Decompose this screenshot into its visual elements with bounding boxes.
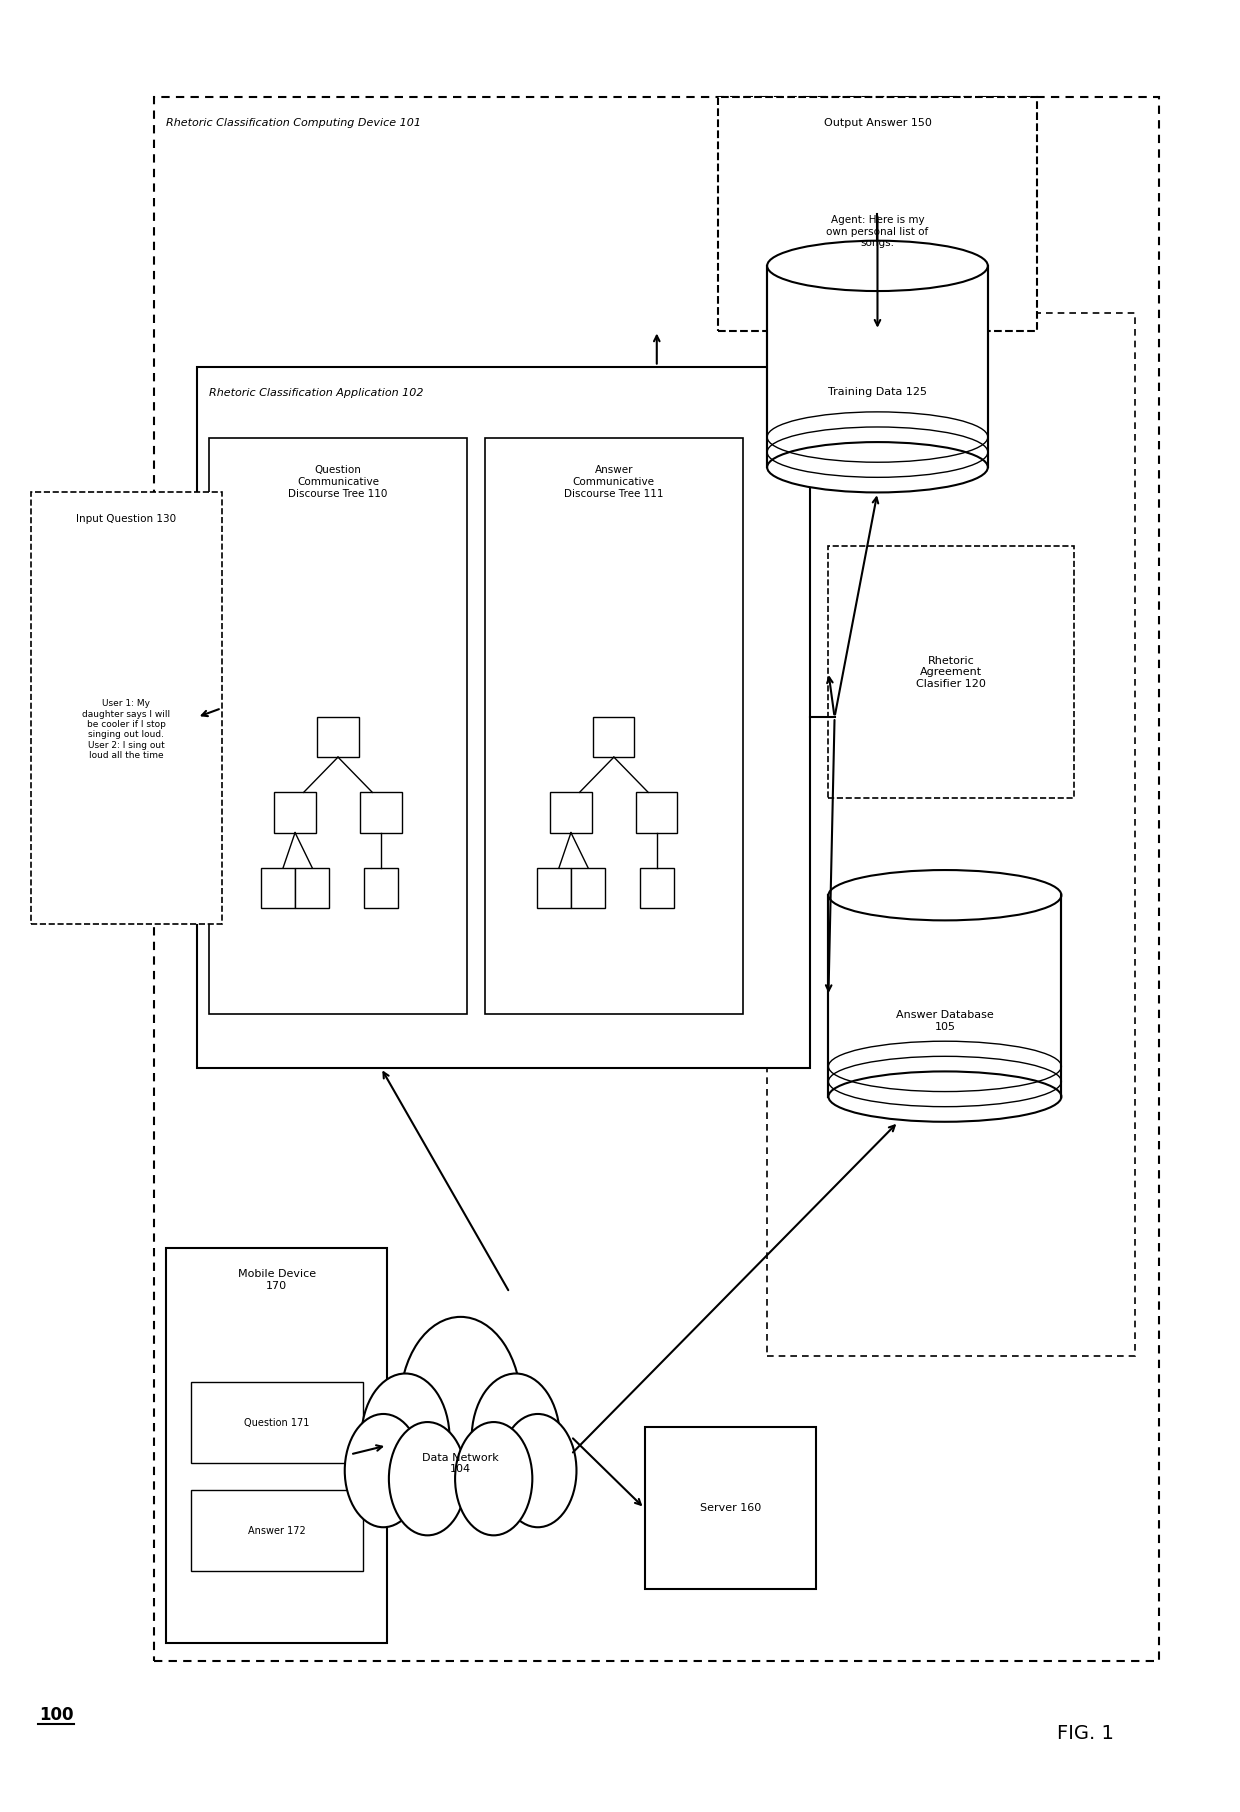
Circle shape	[471, 1373, 560, 1502]
Text: Rhetoric
Agreement
Clasifier 120: Rhetoric Agreement Clasifier 120	[916, 656, 986, 689]
FancyBboxPatch shape	[485, 439, 743, 1015]
Circle shape	[401, 1317, 521, 1495]
Text: FIG. 1: FIG. 1	[1058, 1723, 1115, 1743]
Bar	[317, 718, 358, 757]
Bar	[640, 868, 675, 908]
Bar	[260, 868, 295, 908]
Ellipse shape	[828, 870, 1061, 920]
FancyBboxPatch shape	[197, 366, 810, 1067]
FancyBboxPatch shape	[718, 96, 1037, 330]
FancyBboxPatch shape	[768, 313, 1135, 1355]
Text: Rhetoric Classification Application 102: Rhetoric Classification Application 102	[210, 388, 424, 399]
Text: 100: 100	[38, 1707, 73, 1725]
Bar	[537, 868, 570, 908]
FancyBboxPatch shape	[828, 547, 1074, 797]
Text: Data Network
104: Data Network 104	[423, 1453, 498, 1475]
FancyBboxPatch shape	[210, 439, 466, 1015]
Text: Server 160: Server 160	[699, 1504, 761, 1513]
Bar	[295, 868, 330, 908]
Bar	[363, 868, 398, 908]
Bar	[593, 718, 635, 757]
Bar	[636, 792, 677, 834]
FancyBboxPatch shape	[191, 1491, 362, 1571]
Text: Question
Communicative
Discourse Tree 110: Question Communicative Discourse Tree 11…	[289, 466, 388, 498]
Bar	[361, 792, 402, 834]
FancyBboxPatch shape	[645, 1428, 816, 1589]
Text: Mobile Device
170: Mobile Device 170	[238, 1268, 316, 1290]
FancyBboxPatch shape	[166, 1248, 387, 1643]
Text: Answer Database
105: Answer Database 105	[897, 1011, 993, 1031]
Bar	[768, 266, 988, 467]
Ellipse shape	[768, 241, 988, 292]
Text: Rhetoric Classification Computing Device 101: Rhetoric Classification Computing Device…	[166, 118, 422, 129]
Circle shape	[361, 1373, 450, 1502]
FancyBboxPatch shape	[191, 1383, 362, 1464]
Text: Output Answer 150: Output Answer 150	[823, 118, 931, 129]
Text: Question 171: Question 171	[244, 1419, 309, 1428]
FancyBboxPatch shape	[154, 96, 1159, 1662]
Circle shape	[455, 1422, 532, 1535]
Text: Input Question 130: Input Question 130	[77, 515, 176, 524]
Bar	[828, 895, 1061, 1096]
Bar	[274, 792, 316, 834]
Circle shape	[389, 1422, 466, 1535]
Text: User 1: My
daughter says I will
be cooler if I stop
singing out loud.
User 2: I : User 1: My daughter says I will be coole…	[82, 699, 171, 761]
FancyBboxPatch shape	[31, 493, 222, 924]
Circle shape	[500, 1413, 577, 1528]
Ellipse shape	[768, 442, 988, 493]
Text: Agent: Here is my
own personal list of
songs.: Agent: Here is my own personal list of s…	[826, 216, 929, 248]
Ellipse shape	[828, 1071, 1061, 1122]
Text: Answer
Communicative
Discourse Tree 111: Answer Communicative Discourse Tree 111	[564, 466, 663, 498]
Circle shape	[345, 1413, 422, 1528]
Bar	[570, 868, 605, 908]
Text: Training Data 125: Training Data 125	[828, 386, 928, 397]
Bar	[551, 792, 591, 834]
Text: Answer 172: Answer 172	[248, 1526, 305, 1537]
